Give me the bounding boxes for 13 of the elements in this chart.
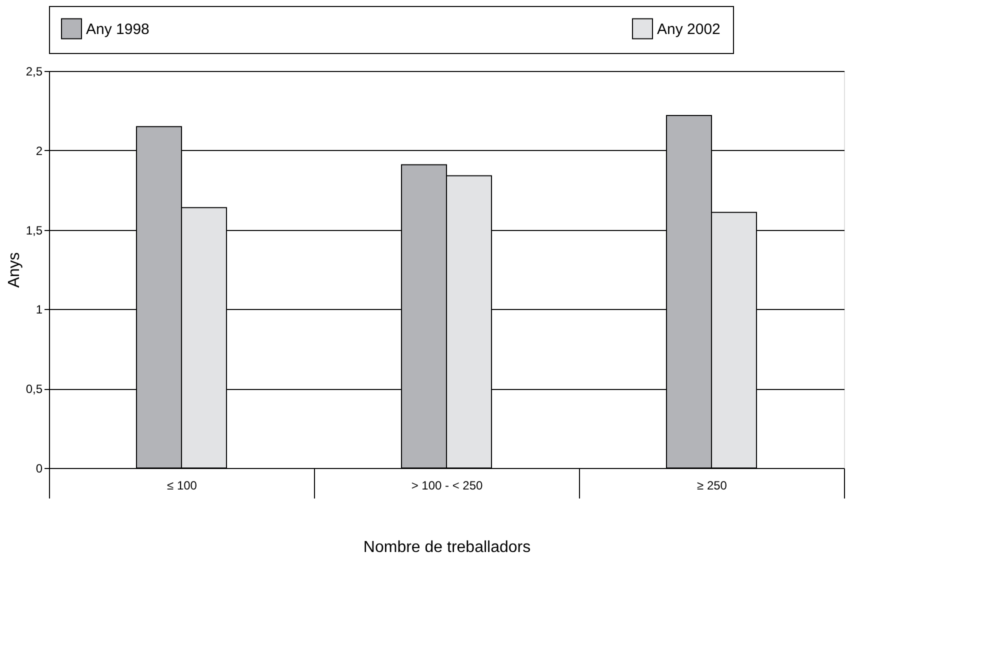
x-axis-title: Nombre de treballadors [363,539,531,556]
y-tick-label: 2 [36,144,43,158]
x-tick-label: > 100 - < 250 [411,478,484,492]
x-tick-label: ≥ 250 [697,478,728,492]
legend-label: Any 2002 [657,20,720,38]
legend-label: Any 1998 [86,20,150,38]
y-tick-label: 0,5 [26,382,43,396]
x-tick-label: ≤ 100 [167,478,198,492]
y-tick-label: 1 [36,302,43,317]
y-axis-title: Anys [6,252,23,288]
y-tick-label: 0 [36,462,43,476]
y-tick-label: 1,5 [26,223,43,238]
y-tick-label: 2,5 [26,64,43,78]
